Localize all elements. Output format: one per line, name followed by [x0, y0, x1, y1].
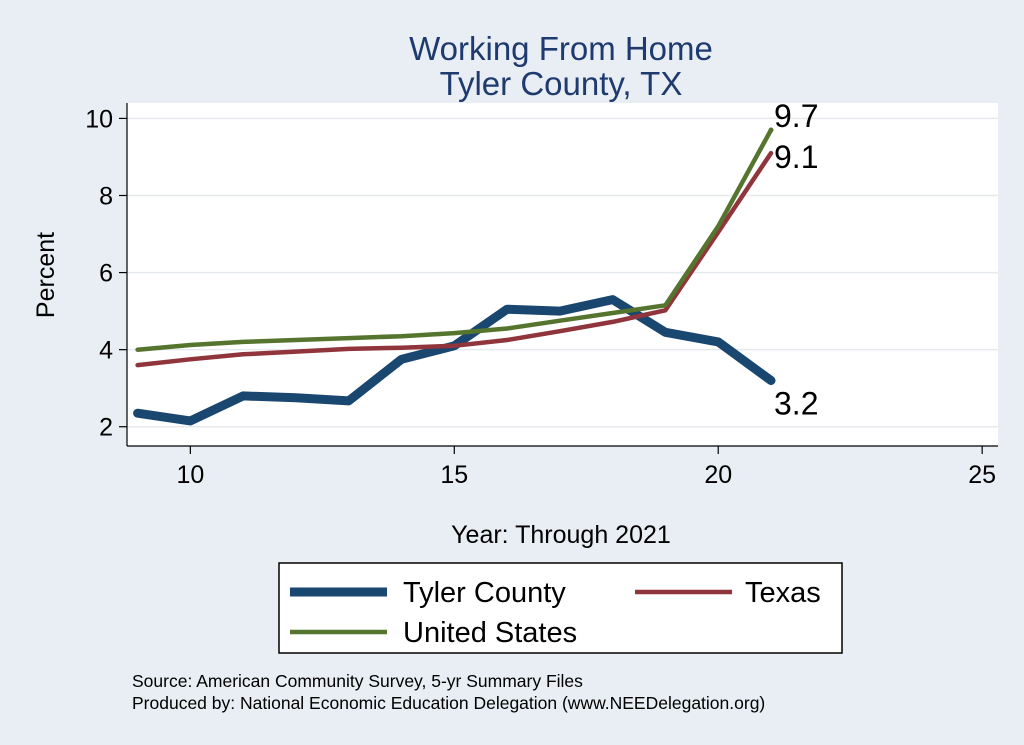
end-label-united-states: 9.7: [774, 98, 818, 134]
end-marker-united-states: [768, 127, 774, 133]
x-tick-label-10: 10: [176, 461, 204, 489]
legend-label-tyler-county: Tyler County: [403, 577, 566, 609]
end-label-tyler-county: 3.2: [774, 385, 818, 421]
grid-lines: [127, 117, 998, 428]
series-line-united-states: [135, 127, 774, 352]
y-tick-label-8: 8: [99, 182, 113, 210]
legend-box: [278, 562, 843, 654]
x-tick-label-20: 20: [704, 461, 732, 489]
source-line-2: Produced by: National Economic Education…: [132, 693, 765, 713]
legend-items: Tyler County Texas United States: [290, 577, 821, 649]
legend-label-united-states: United States: [403, 617, 577, 649]
y-tick-label-4: 4: [99, 337, 113, 365]
series-lines: [133, 127, 776, 426]
y-tick-label-10: 10: [85, 105, 113, 133]
x-axis-title: Year: Through 2021: [451, 521, 671, 549]
chart-title: Working From Home: [409, 30, 713, 67]
legend-label-texas: Texas: [745, 577, 821, 609]
end-label-texas: 9.1: [774, 139, 818, 175]
chart-subtitle: Tyler County, TX: [440, 65, 683, 102]
source-line-1: Source: American Community Survey, 5-yr …: [132, 671, 583, 691]
series-line-texas: [135, 150, 774, 368]
end-labels: 3.2 9.1 9.7: [774, 98, 818, 422]
axes: 2 4 6 8 10 10 15 20 25: [85, 103, 998, 489]
x-tick-label-15: 15: [440, 461, 468, 489]
y-axis-title: Percent: [32, 232, 60, 318]
plot-area: [127, 103, 998, 446]
y-tick-label-2: 2: [99, 414, 113, 442]
legend: Tyler County Texas United States: [278, 562, 843, 654]
x-tick-label-25: 25: [968, 461, 996, 489]
y-tick-label-6: 6: [99, 260, 113, 288]
